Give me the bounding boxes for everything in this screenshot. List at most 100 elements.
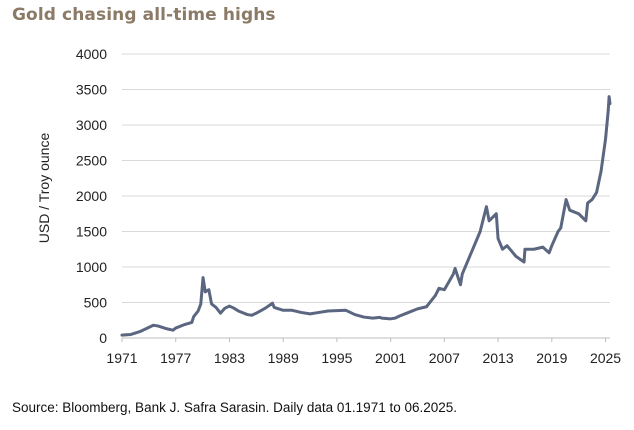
data-point (394, 317, 396, 319)
data-point (459, 283, 462, 286)
data-point (291, 309, 293, 312)
data-point (608, 95, 610, 98)
data-point (380, 317, 383, 319)
data-point (470, 252, 473, 254)
data-point (488, 220, 490, 222)
y-axis-label: USD / Troy ounce (36, 133, 52, 244)
data-point (204, 291, 207, 293)
y-tick-label: 2500 (76, 153, 107, 169)
data-point (523, 261, 525, 263)
data-point (407, 311, 410, 314)
data-point (264, 307, 267, 309)
data-point (438, 287, 440, 290)
data-point (165, 327, 168, 330)
x-axis: 1971 1977 1983 1989 1995 2001 2007 2013 2019 2025 (106, 338, 621, 366)
x-tick-label: 1971 (106, 350, 137, 366)
data-point (273, 306, 276, 309)
y-tick-label: 1500 (76, 224, 107, 240)
y-tick-label: 3000 (76, 117, 107, 133)
data-point (551, 244, 553, 247)
gold-price-chart: 0 500 1000 1500 2000 2500 3000 3500 4000 1971 197… (36, 46, 621, 366)
data-point (533, 248, 535, 251)
data-point (485, 205, 488, 208)
data-point (524, 248, 526, 251)
x-tick-label: 2001 (375, 350, 406, 366)
data-point (600, 170, 602, 172)
data-point (157, 325, 159, 327)
data-point (577, 212, 580, 215)
data-point (607, 110, 610, 112)
data-point (210, 303, 213, 305)
data-point (568, 209, 571, 211)
data-point (542, 246, 544, 248)
data-point (172, 329, 174, 331)
data-point (604, 138, 607, 140)
data-point (479, 230, 481, 233)
data-point (191, 321, 193, 324)
data-point (362, 316, 365, 318)
data-point (565, 198, 567, 201)
y-tick-label: 4000 (76, 46, 107, 62)
data-point (548, 252, 550, 254)
data-point (148, 326, 150, 329)
x-tick-label: 1989 (268, 350, 299, 366)
y-tick-label: 0 (99, 330, 107, 346)
data-point (246, 313, 249, 316)
data-point (121, 334, 123, 336)
data-point (309, 313, 311, 315)
data-point (174, 327, 177, 329)
data-point (515, 255, 517, 258)
chart-title: Gold chasing all-time highs (12, 5, 276, 25)
data-point (345, 309, 347, 312)
data-point (327, 310, 329, 312)
data-point (557, 230, 559, 233)
data-point (183, 323, 186, 326)
data-point (336, 309, 338, 312)
y-axis: 0 500 1000 1500 2000 2500 3000 3500 4000 (76, 46, 107, 346)
data-point (495, 212, 498, 215)
data-point (152, 324, 155, 327)
data-point (434, 294, 437, 297)
data-point (454, 267, 456, 270)
data-point (255, 312, 258, 314)
data-point (389, 318, 392, 320)
x-tick-label: 2019 (536, 350, 567, 366)
x-tick-label: 1977 (160, 350, 191, 366)
x-tick-label: 2025 (590, 350, 621, 366)
data-point (586, 202, 589, 204)
data-point (425, 305, 428, 308)
data-point (501, 248, 504, 251)
data-point (251, 314, 253, 317)
data-point (237, 310, 240, 312)
y-tick-label: 2000 (76, 188, 107, 204)
x-tick-label: 2007 (429, 350, 460, 366)
data-point (452, 273, 455, 275)
data-point (443, 288, 446, 291)
data-point (200, 303, 202, 305)
data-point (233, 307, 235, 309)
data-point (461, 273, 464, 275)
data-point (595, 191, 598, 194)
data-point (379, 316, 381, 319)
data-point (228, 305, 231, 307)
data-point (139, 330, 141, 333)
data-point (398, 315, 401, 317)
series-layer (120, 95, 612, 337)
y-tick-label: 500 (84, 295, 108, 311)
y-tick-label: 1000 (76, 259, 107, 275)
data-point (591, 198, 593, 201)
data-point (224, 307, 226, 309)
data-point (318, 311, 320, 314)
x-tick-label: 1983 (214, 350, 245, 366)
data-point (197, 310, 199, 312)
data-point (208, 288, 210, 291)
data-point (143, 328, 146, 331)
source-note: Source: Bloomberg, Bank J. Safra Sarasin… (12, 400, 458, 415)
data-point (192, 315, 195, 318)
data-point (300, 311, 302, 314)
data-point (609, 102, 611, 105)
y-tick-label: 3500 (76, 82, 107, 98)
data-point (202, 276, 204, 279)
x-tick-label: 1995 (321, 350, 352, 366)
data-point (497, 237, 499, 240)
